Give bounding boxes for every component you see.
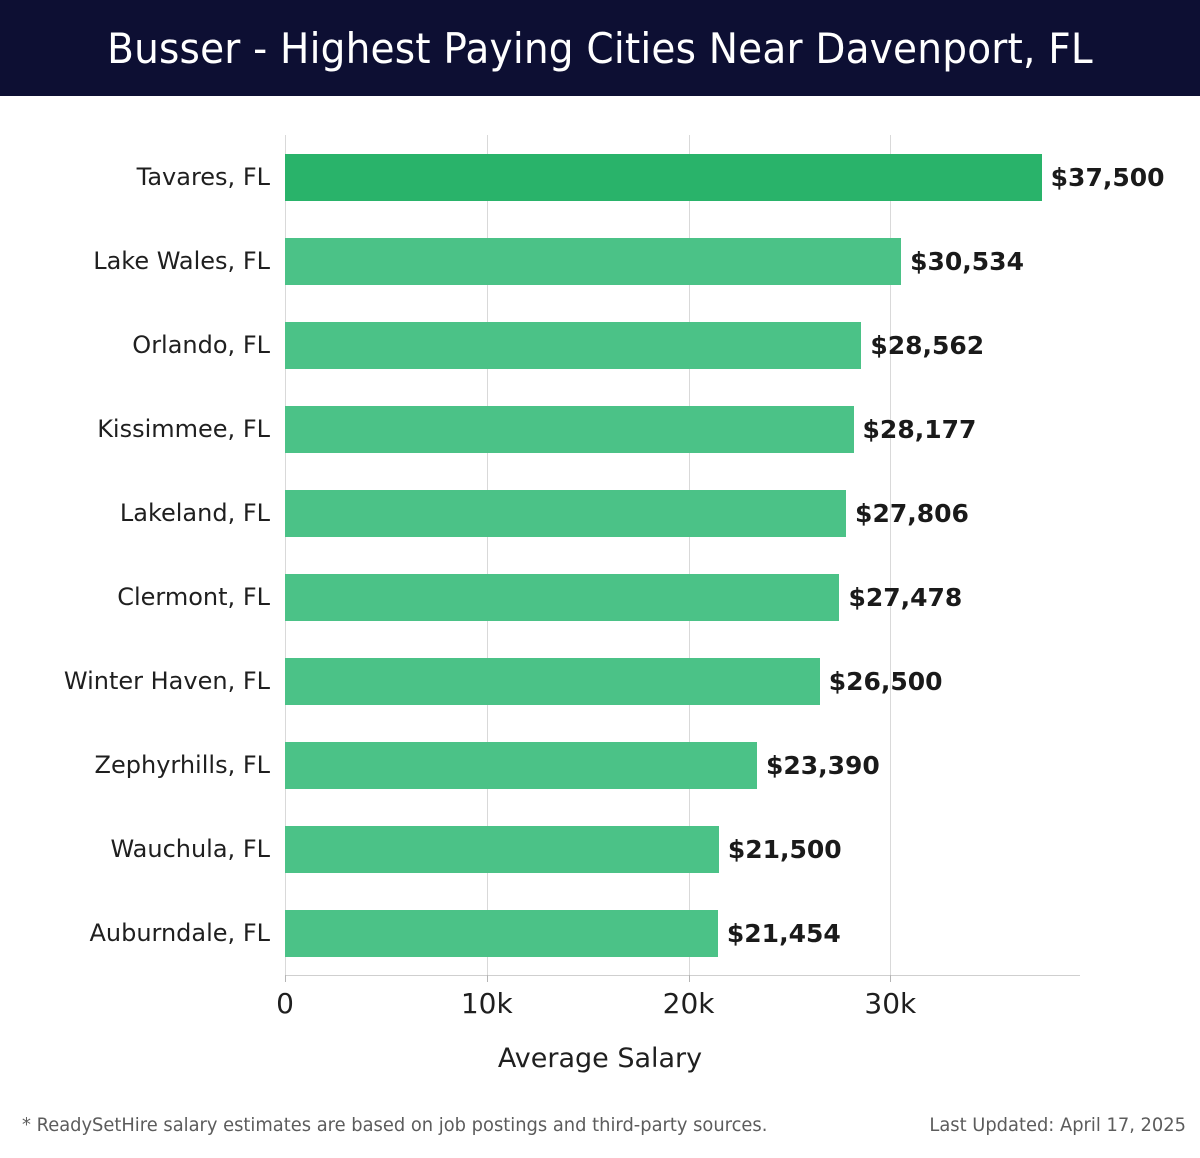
x-tick-label: 20k xyxy=(662,987,715,1020)
y-axis-category-label: Auburndale, FL xyxy=(89,919,270,947)
bar[interactable] xyxy=(285,238,902,285)
x-axis-line xyxy=(285,975,1080,976)
bar[interactable] xyxy=(285,322,862,369)
bar-row[interactable]: $30,534 xyxy=(285,219,1080,303)
y-axis-label-row: Tavares, FL xyxy=(0,135,270,219)
bar-value-label: $37,500 xyxy=(1050,163,1165,192)
bar-row[interactable]: $23,390 xyxy=(285,723,1080,807)
bar-value-label: $27,806 xyxy=(855,499,969,528)
footer-last-updated: Last Updated: April 17, 2025 xyxy=(929,1114,1186,1136)
x-tick-mark xyxy=(688,975,690,982)
page-title: Busser - Highest Paying Cities Near Dave… xyxy=(107,23,1093,73)
y-axis-label-row: Kissimmee, FL xyxy=(0,387,270,471)
chart-header: Busser - Highest Paying Cities Near Dave… xyxy=(0,0,1200,96)
bar[interactable] xyxy=(285,826,719,873)
bar[interactable] xyxy=(285,658,820,705)
chart-canvas: $37,500 $30,534 $28,562 $28,177 $27,806 $27,4… xyxy=(0,96,1200,1074)
bar-value-label: $28,562 xyxy=(870,331,985,360)
bar[interactable] xyxy=(285,154,1042,201)
y-axis-label-row: Auburndale, FL xyxy=(0,891,270,975)
y-axis-category-label: Clermont, FL xyxy=(117,583,270,611)
bar-row[interactable]: $21,454 xyxy=(285,891,1080,975)
y-axis-category-label: Winter Haven, FL xyxy=(63,667,270,695)
y-axis-label-row: Wauchula, FL xyxy=(0,807,270,891)
y-axis-label-row: Winter Haven, FL xyxy=(0,639,270,723)
y-axis-category-label: Lake Wales, FL xyxy=(93,247,270,275)
plot-area: $37,500 $30,534 $28,562 $28,177 $27,806 $27,4… xyxy=(285,135,1165,975)
bar-row[interactable]: $37,500 xyxy=(285,135,1165,219)
y-axis-label-row: Clermont, FL xyxy=(0,555,270,639)
x-tick-mark xyxy=(285,975,286,982)
bar-row[interactable]: $27,806 xyxy=(285,471,1080,555)
gridline xyxy=(890,135,892,975)
bar-value-label: $27,478 xyxy=(848,583,963,612)
bar-row[interactable]: $28,177 xyxy=(285,387,1080,471)
x-tick-mark xyxy=(486,975,488,982)
bar-row[interactable]: $26,500 xyxy=(285,639,1080,723)
y-axis-category-label: Tavares, FL xyxy=(136,163,270,191)
bar[interactable] xyxy=(285,406,854,453)
y-axis-category-label: Kissimmee, FL xyxy=(97,415,270,443)
footer-disclaimer: * ReadySetHire salary estimates are base… xyxy=(22,1114,768,1136)
x-tick-mark xyxy=(890,975,892,982)
y-axis-category-label: Orlando, FL xyxy=(132,331,270,359)
gridline xyxy=(285,135,286,975)
gridline xyxy=(688,135,690,975)
y-axis-category-label: Lakeland, FL xyxy=(119,499,270,527)
y-axis-label-row: Lake Wales, FL xyxy=(0,219,270,303)
bar[interactable] xyxy=(285,574,840,621)
x-axis-title: Average Salary xyxy=(497,1043,703,1074)
x-tick-label: 0 xyxy=(276,987,294,1020)
bar[interactable] xyxy=(285,742,757,789)
y-axis-label-row: Orlando, FL xyxy=(0,303,270,387)
y-axis-category-label: Wauchula, FL xyxy=(110,835,270,863)
bar-value-label: $21,500 xyxy=(727,835,842,864)
bar-row[interactable]: $21,500 xyxy=(285,807,1080,891)
y-axis-label-row: Zephyrhills, FL xyxy=(0,723,270,807)
x-tick-label: 30k xyxy=(864,987,917,1020)
x-tick-label: 10k xyxy=(460,987,513,1020)
y-axis-label-row: Lakeland, FL xyxy=(0,471,270,555)
bar-value-label: $28,177 xyxy=(862,415,977,444)
bar-value-label: $26,500 xyxy=(828,667,943,696)
bar-row[interactable]: $27,478 xyxy=(285,555,1080,639)
bar[interactable] xyxy=(285,910,718,957)
bar-value-label: $21,454 xyxy=(726,919,841,948)
bar-row[interactable]: $28,562 xyxy=(285,303,1080,387)
chart-footer: * ReadySetHire salary estimates are base… xyxy=(0,1100,1200,1158)
bar[interactable] xyxy=(285,490,847,537)
y-axis-category-label: Zephyrhills, FL xyxy=(94,751,270,779)
gridline xyxy=(486,135,488,975)
bar-value-label: $23,390 xyxy=(765,751,880,780)
bar-value-label: $30,534 xyxy=(910,247,1024,276)
